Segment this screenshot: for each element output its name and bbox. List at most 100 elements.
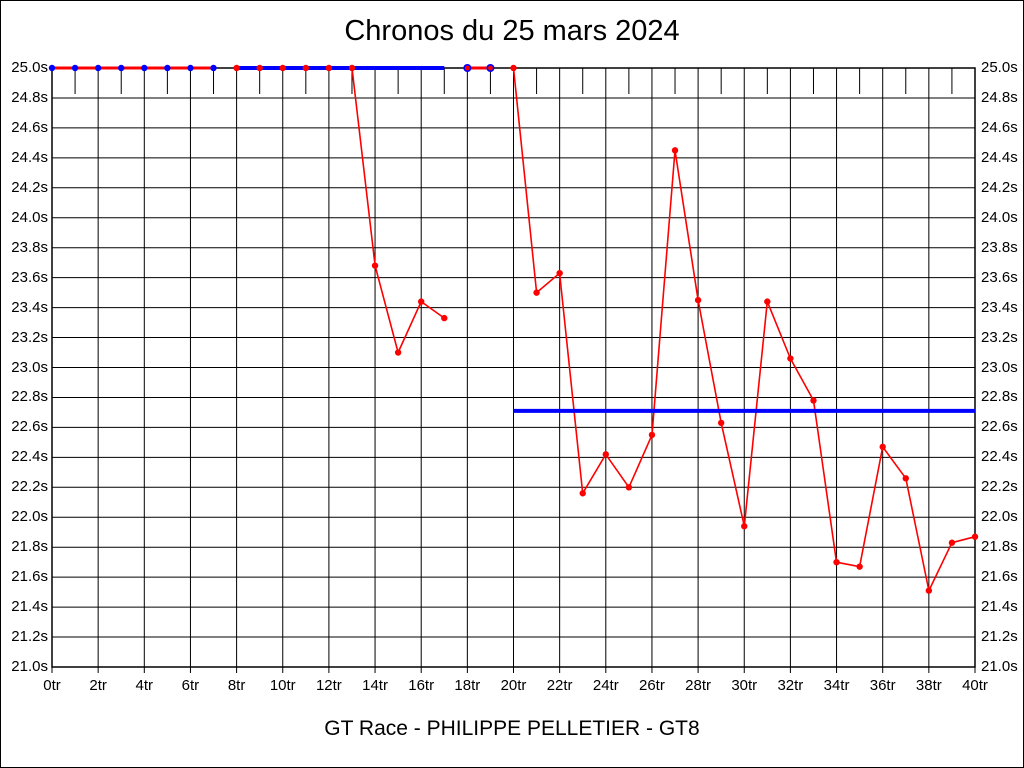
- x-axis-label: 24tr: [592, 677, 619, 694]
- x-axis-label: 8tr: [227, 677, 246, 694]
- x-axis-label: 0tr: [43, 677, 61, 694]
- y-axis-label-left: 24.8s: [11, 88, 48, 106]
- y-axis-label-right: 25.0s: [981, 59, 1018, 76]
- x-axis-label: 38tr: [915, 677, 942, 694]
- y-axis-label-left: 22.0s: [11, 508, 48, 526]
- x-axis-label: 40tr: [962, 677, 988, 694]
- y-axis-label-left: 24.4s: [11, 148, 48, 166]
- y-axis-label-right: 21.4s: [981, 598, 1018, 616]
- x-axis-label: 26tr: [639, 677, 665, 694]
- y-axis-label-left: 21.6s: [11, 568, 48, 586]
- y-axis-label-right: 21.2s: [981, 628, 1018, 646]
- lap-marker: [418, 298, 425, 305]
- x-axis-label: 6tr: [181, 677, 200, 694]
- y-axis-label-left: 21.8s: [11, 538, 48, 556]
- lap-marker: [371, 262, 379, 269]
- lap-marker: [971, 533, 979, 540]
- y-axis-label-right: 23.2s: [981, 328, 1018, 346]
- lap-marker: [856, 563, 863, 570]
- lap-marker: [925, 587, 933, 594]
- y-axis-label-left: 22.2s: [11, 478, 48, 496]
- x-axis-label: 2tr: [89, 677, 107, 694]
- y-axis-label-left: 23.8s: [11, 238, 48, 256]
- y-axis-label-left: 23.6s: [11, 268, 48, 286]
- y-axis-label-right: 21.6s: [981, 568, 1018, 586]
- x-axis-label: 32tr: [777, 677, 804, 694]
- lap-marker: [671, 147, 679, 154]
- lap-marker: [94, 64, 102, 72]
- lap-marker: [556, 269, 563, 277]
- y-axis-label-left: 22.6s: [11, 418, 48, 436]
- x-axis-label: 34tr: [823, 677, 850, 694]
- x-axis-label: 14tr: [362, 677, 388, 694]
- lap-marker: [902, 475, 909, 482]
- lap-marker: [648, 431, 656, 439]
- y-axis-label-right: 22.2s: [981, 478, 1018, 496]
- y-axis-label-left: 24.2s: [11, 178, 48, 196]
- lap-marker: [533, 289, 540, 296]
- chart-title: Chronos du 25 mars 2024: [344, 15, 680, 47]
- lap-marker: [717, 419, 725, 427]
- y-axis-label-right: 21.0s: [981, 658, 1018, 675]
- lap-marker: [187, 64, 194, 72]
- lap-marker: [302, 64, 310, 72]
- lap-marker: [602, 451, 609, 458]
- y-axis-label-right: 24.4s: [981, 148, 1018, 166]
- y-axis-label-left: 22.8s: [11, 388, 48, 406]
- x-axis-label: 22tr: [546, 677, 573, 694]
- y-axis-label-right: 23.8s: [981, 238, 1018, 256]
- y-axis-label-left: 23.4s: [11, 298, 48, 316]
- y-axis-label-left: 21.2s: [11, 628, 48, 646]
- lap-marker: [787, 355, 794, 362]
- lap-marker: [833, 558, 840, 566]
- y-axis-label-left: 25.0s: [11, 59, 48, 76]
- y-axis-label-left: 24.6s: [11, 118, 48, 136]
- y-axis-label-left: 23.0s: [11, 358, 48, 376]
- lap-marker: [164, 64, 171, 72]
- lap-marker: [141, 64, 148, 72]
- lap-marker: [48, 64, 56, 72]
- x-axis-label: 16tr: [408, 677, 435, 694]
- lap-marker: [348, 64, 356, 72]
- x-axis-label: 4tr: [135, 677, 154, 694]
- x-axis-label: 12tr: [315, 677, 342, 694]
- y-axis-label-right: 23.6s: [981, 268, 1018, 286]
- y-axis-label-right: 24.6s: [981, 118, 1018, 136]
- lap-marker: [464, 65, 470, 71]
- y-axis-label-right: 23.4s: [981, 298, 1018, 316]
- lap-marker: [118, 64, 125, 72]
- y-axis-label-left: 21.0s: [11, 658, 48, 675]
- lap-marker: [810, 397, 817, 404]
- lap-marker: [71, 64, 79, 72]
- y-axis-label-right: 22.4s: [981, 448, 1018, 466]
- lap-marker: [394, 349, 402, 356]
- lap-marker: [441, 314, 448, 322]
- x-axis-label: 10tr: [269, 677, 296, 694]
- lap-marker: [233, 64, 240, 72]
- y-axis-label-right: 22.6s: [981, 418, 1018, 436]
- y-axis-label-right: 21.8s: [981, 538, 1018, 556]
- lap-marker: [579, 490, 586, 497]
- lap-marker: [510, 64, 517, 72]
- lap-marker: [948, 539, 956, 546]
- lap-marker: [625, 484, 633, 491]
- lap-marker: [764, 298, 771, 305]
- lap-marker: [256, 64, 263, 72]
- lap-marker: [488, 65, 493, 71]
- lap-marker: [741, 523, 748, 530]
- y-axis-label-left: 21.4s: [11, 598, 48, 616]
- lap-marker: [325, 64, 333, 72]
- x-axis-label: 20tr: [500, 677, 527, 694]
- y-axis-label-right: 24.8s: [981, 88, 1018, 106]
- lap-marker: [694, 296, 702, 304]
- lap-marker: [279, 64, 286, 72]
- x-axis-label: 30tr: [731, 677, 758, 694]
- y-axis-label-left: 23.2s: [11, 328, 48, 346]
- y-axis-label-right: 22.0s: [981, 508, 1018, 526]
- y-axis-label-right: 23.0s: [981, 358, 1018, 376]
- y-axis-label-left: 22.4s: [11, 448, 48, 466]
- lap-times-line: [351, 67, 446, 354]
- lap-marker: [879, 443, 886, 451]
